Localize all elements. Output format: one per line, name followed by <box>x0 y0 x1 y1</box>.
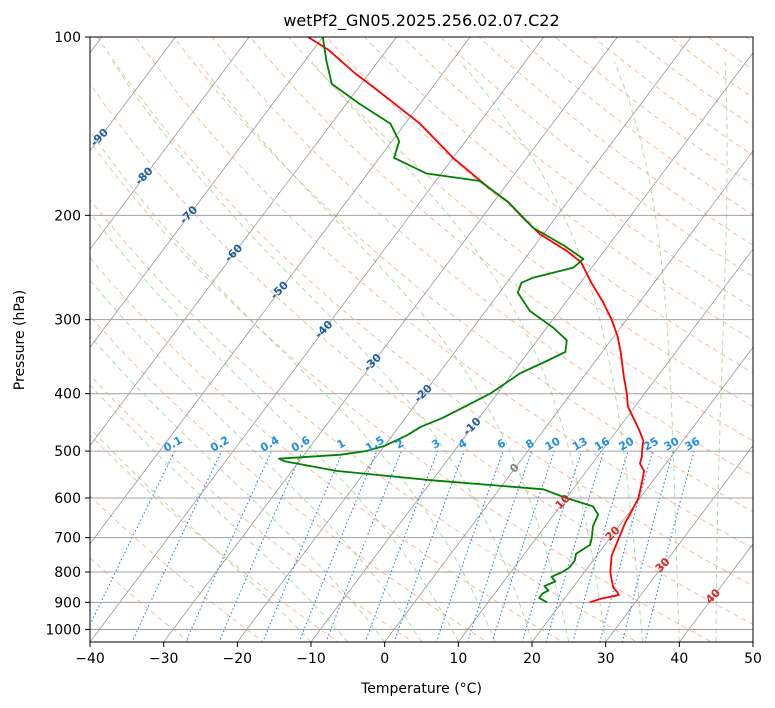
dry-adiabat <box>90 315 489 642</box>
y-tick-label: 200 <box>54 208 81 224</box>
dry-adiabat <box>287 37 753 408</box>
y-tick-label: 700 <box>54 531 81 547</box>
moist-adiabat <box>90 335 386 642</box>
mixing-ratio-line <box>90 450 176 626</box>
x-tick-label: 40 <box>670 651 688 667</box>
mixing-ratio-line <box>364 450 439 642</box>
isotherm <box>90 37 176 152</box>
moist-adiabat <box>90 212 459 642</box>
mixing-ratio-line <box>325 450 402 642</box>
dry-adiabat <box>173 37 753 513</box>
x-tick-label: −30 <box>149 651 179 667</box>
moist-adiabat <box>90 279 422 642</box>
chart-title: wetPf2_GN05.2025.256.02.07.C22 <box>283 11 559 31</box>
x-tick-label: 0 <box>380 651 389 667</box>
dry-adiabat <box>90 495 265 642</box>
mixing-ratio-line <box>218 450 303 642</box>
isotherm <box>531 346 753 642</box>
moist-adiabat <box>198 61 570 642</box>
dry-adiabat <box>90 82 753 626</box>
axis-ticks: −40 −30 −20 −10 0 10 20 30 40 50 100 200 300 400 500 60… <box>45 30 762 667</box>
y-tick-label: 100 <box>54 30 81 46</box>
x-tick-label: 50 <box>744 651 762 667</box>
mixing-ratio-line <box>545 450 605 642</box>
dry-adiabat <box>363 37 753 341</box>
y-tick-label: 400 <box>54 387 81 403</box>
x-tick-label: 10 <box>449 651 467 667</box>
isotherm <box>384 150 753 642</box>
dry-adiabat <box>630 37 753 127</box>
isotherm <box>236 37 692 642</box>
x-tick-label: 30 <box>597 651 615 667</box>
isotherm <box>605 444 753 642</box>
mixing-ratio-line <box>572 450 629 642</box>
moist-adiabat <box>715 61 728 642</box>
moist-adiabat <box>613 61 680 642</box>
mixing-ratio-line <box>621 450 674 642</box>
isotherm <box>90 37 545 642</box>
dry-adiabat <box>135 37 753 549</box>
isotherm <box>163 37 618 642</box>
isotherm <box>90 37 324 348</box>
isotherm <box>90 37 397 447</box>
y-tick-label: 1000 <box>45 622 81 638</box>
x-tick-label: 20 <box>523 651 541 667</box>
x-axis-label: Temperature (°C) <box>360 681 482 697</box>
y-tick-label: 500 <box>54 444 81 460</box>
series-layer <box>278 37 645 604</box>
mixing-ratio-line <box>521 450 583 642</box>
dry-adiabat <box>211 37 753 477</box>
isotherm <box>90 37 250 250</box>
dry-adiabat <box>325 37 753 374</box>
moist-adiabat <box>90 427 312 642</box>
mixing-ratio-line <box>262 450 344 642</box>
moist-adiabat <box>90 384 349 642</box>
moist-adiabat <box>459 61 643 642</box>
y-tick-label: 600 <box>54 491 81 507</box>
isotherm <box>678 543 753 642</box>
x-tick-label: −10 <box>296 651 326 667</box>
isotherm <box>457 248 753 642</box>
grid-layer <box>90 37 753 642</box>
mixing-ratio-line <box>644 450 695 642</box>
dry-adiabat <box>554 37 753 186</box>
dry-adiabat <box>90 256 564 642</box>
x-tick-label: −20 <box>223 651 253 667</box>
moist-adiabat <box>112 61 533 642</box>
dewpoint-profile <box>278 37 599 604</box>
isotherm <box>310 52 753 642</box>
mixing-ratio-line <box>298 450 378 642</box>
isotherm <box>90 37 471 545</box>
mixing-ratio-line <box>131 450 223 642</box>
y-axis-label: Pressure (hPa) <box>12 290 28 390</box>
dry-adiabat <box>96 37 753 587</box>
y-tick-label: 800 <box>54 565 81 581</box>
plot-frame <box>89 36 754 643</box>
y-tick-label: 300 <box>54 313 81 329</box>
y-tick-label: 900 <box>54 595 81 611</box>
dry-adiabat <box>90 198 639 642</box>
x-tick-label: −40 <box>75 651 105 667</box>
dry-adiabat <box>440 37 753 277</box>
mixing-ratio-line <box>185 450 272 642</box>
moist-adiabat <box>90 130 496 642</box>
mixing-ratio-line <box>599 450 654 642</box>
